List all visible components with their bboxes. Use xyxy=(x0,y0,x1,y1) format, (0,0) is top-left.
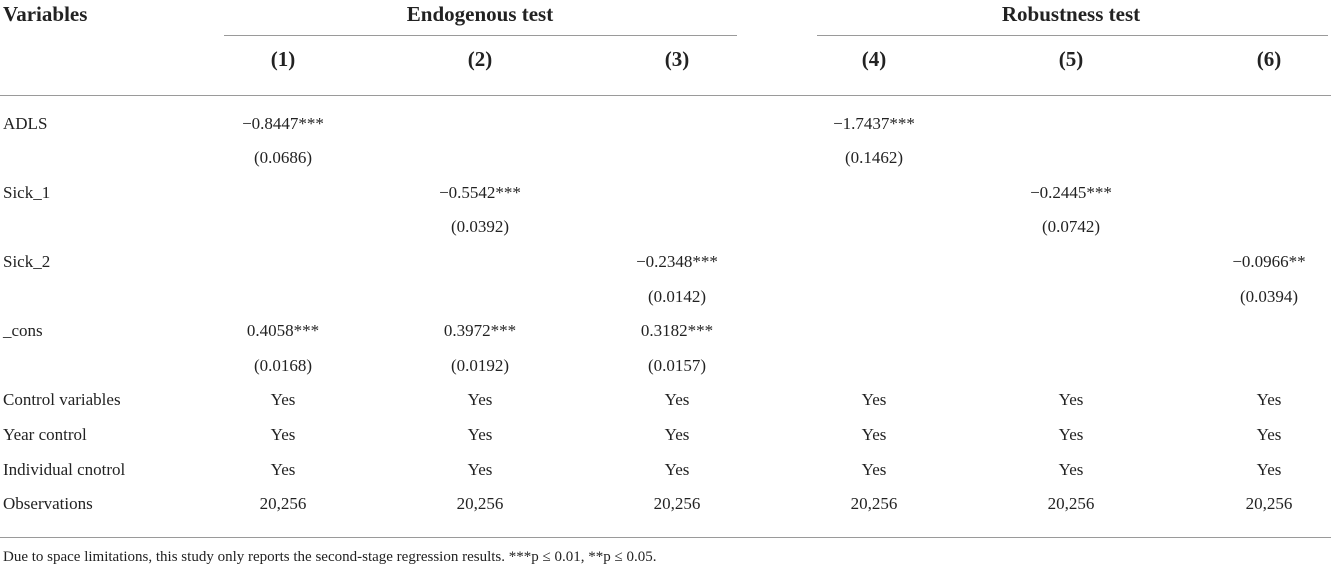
row-label-individual-control: Individual cnotrol xyxy=(3,460,126,479)
cell-cons-3: 0.3182*** xyxy=(640,321,714,340)
row-label-sick2: Sick_2 xyxy=(3,252,51,271)
cell-year-3: Yes xyxy=(664,425,690,444)
cell-cons-1: 0.4058*** xyxy=(246,321,320,340)
cell-sick2-se-3: (0.0142) xyxy=(647,287,707,306)
cell-cons-2: 0.3972*** xyxy=(443,321,517,340)
header-bottom-rule xyxy=(0,95,1331,96)
cell-observations-6: 20,256 xyxy=(1245,494,1293,513)
cell-year-2: Yes xyxy=(467,425,493,444)
cell-individual-6: Yes xyxy=(1256,460,1282,479)
table-footnote: Due to space limitations, this study onl… xyxy=(3,549,657,565)
column-header-2: (2) xyxy=(467,47,493,71)
cell-individual-4: Yes xyxy=(861,460,887,479)
cell-cons-se-1: (0.0168) xyxy=(253,356,313,375)
group-rule-endogenous xyxy=(224,35,737,36)
cell-observations-2: 20,256 xyxy=(456,494,504,513)
cell-year-6: Yes xyxy=(1256,425,1282,444)
cell-observations-5: 20,256 xyxy=(1047,494,1095,513)
column-header-5: (5) xyxy=(1058,47,1084,71)
column-header-1: (1) xyxy=(270,47,296,71)
column-header-3: (3) xyxy=(664,47,690,71)
cell-individual-1: Yes xyxy=(270,460,296,479)
cell-year-1: Yes xyxy=(270,425,296,444)
cell-sick2-3: −0.2348*** xyxy=(636,252,718,271)
cell-sick1-se-5: (0.0742) xyxy=(1041,217,1101,236)
cell-observations-1: 20,256 xyxy=(259,494,307,513)
group-rule-robustness xyxy=(817,35,1328,36)
cell-sick2-6: −0.0966** xyxy=(1232,252,1306,271)
cell-cons-se-3: (0.0157) xyxy=(647,356,707,375)
cell-control-3: Yes xyxy=(664,390,690,409)
cell-year-5: Yes xyxy=(1058,425,1084,444)
cell-sick1-se-2: (0.0392) xyxy=(450,217,510,236)
row-label-cons: _cons xyxy=(3,321,43,340)
column-header-4: (4) xyxy=(861,47,887,71)
cell-adls-se-1: (0.0686) xyxy=(253,148,313,167)
variables-header: Variables xyxy=(3,2,88,26)
group-header-robustness: Robustness test xyxy=(1001,2,1141,26)
row-label-control-variables: Control variables xyxy=(3,390,121,409)
cell-control-4: Yes xyxy=(861,390,887,409)
cell-sick1-5: −0.2445*** xyxy=(1030,183,1112,202)
table-bottom-rule xyxy=(0,537,1331,538)
row-label-observations: Observations xyxy=(3,494,93,513)
cell-adls-1: −0.8447*** xyxy=(242,114,324,133)
cell-control-1: Yes xyxy=(270,390,296,409)
cell-adls-4: −1.7437*** xyxy=(833,114,915,133)
cell-control-6: Yes xyxy=(1256,390,1282,409)
cell-individual-3: Yes xyxy=(664,460,690,479)
row-label-adls: ADLS xyxy=(3,114,48,133)
cell-individual-2: Yes xyxy=(467,460,493,479)
cell-cons-se-2: (0.0192) xyxy=(450,356,510,375)
cell-year-4: Yes xyxy=(861,425,887,444)
cell-sick2-se-6: (0.0394) xyxy=(1239,287,1299,306)
cell-control-5: Yes xyxy=(1058,390,1084,409)
cell-adls-se-4: (0.1462) xyxy=(844,148,904,167)
cell-control-2: Yes xyxy=(467,390,493,409)
group-header-endogenous: Endogenous test xyxy=(406,2,554,26)
cell-sick1-2: −0.5542*** xyxy=(439,183,521,202)
column-header-6: (6) xyxy=(1256,47,1282,71)
cell-observations-4: 20,256 xyxy=(850,494,898,513)
row-label-sick1: Sick_1 xyxy=(3,183,51,202)
cell-individual-5: Yes xyxy=(1058,460,1084,479)
cell-observations-3: 20,256 xyxy=(653,494,701,513)
row-label-year-control: Year control xyxy=(3,425,87,444)
